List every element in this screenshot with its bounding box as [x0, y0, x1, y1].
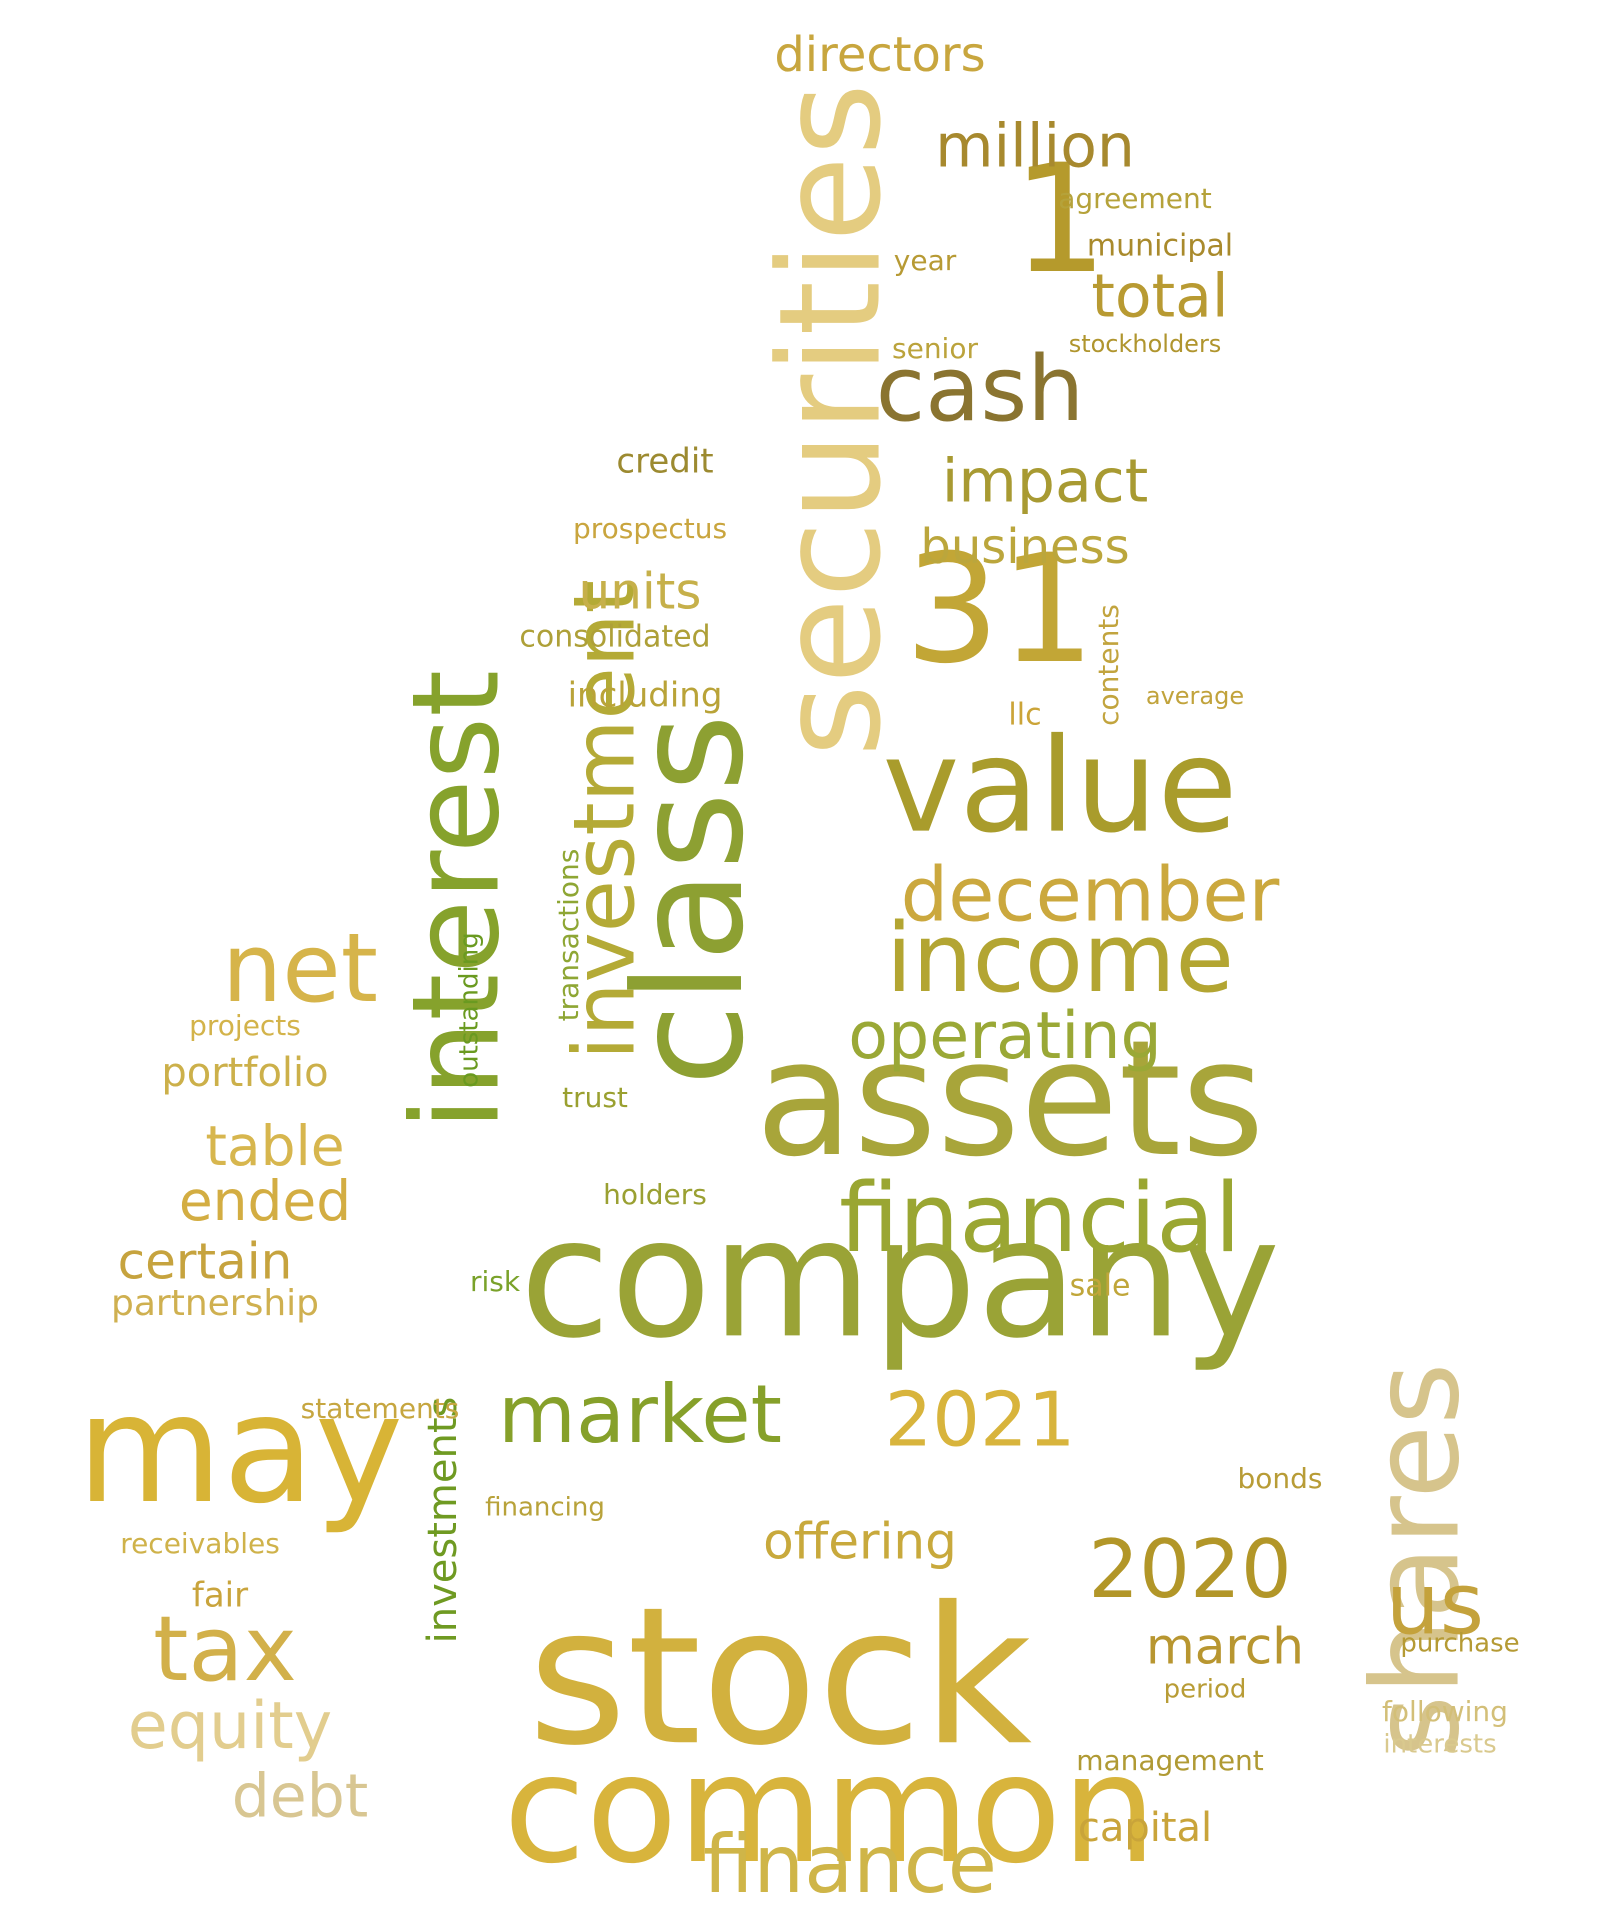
word-financing: financing [485, 1493, 605, 1523]
word-average: average [1146, 682, 1244, 710]
word-partnership: partnership [111, 1283, 319, 1324]
word-transactions: transactions [552, 849, 585, 1022]
word-senior: senior [892, 332, 978, 365]
word-contents: contents [1092, 604, 1125, 726]
word-2021: 2021 [885, 1376, 1076, 1464]
word-risk: risk [470, 1265, 521, 1298]
word-year: year [894, 244, 957, 277]
word-statements: statements [301, 1392, 460, 1425]
word-stock: stock [528, 1566, 1032, 1787]
word-interests: interests [1383, 1730, 1496, 1760]
word-projects: projects [189, 1009, 301, 1042]
word-shares: shares [1348, 1362, 1487, 1757]
word-impact: impact [942, 447, 1148, 517]
word-period: period [1164, 1675, 1247, 1705]
word-tax: tax [153, 1597, 297, 1702]
word-securities: securities [750, 83, 913, 757]
word-may: may [77, 1363, 404, 1537]
word-investments: investments [420, 1397, 466, 1644]
word-debt: debt [232, 1762, 369, 1832]
word-portfolio: portfolio [161, 1050, 328, 1096]
word-assets: assets [755, 1005, 1264, 1192]
word-municipal: municipal [1087, 229, 1233, 264]
word-management: management [1076, 1744, 1264, 1777]
word-2020: 2020 [1088, 1523, 1292, 1616]
word-31: 31 [905, 523, 1096, 697]
word-holders: holders [603, 1178, 707, 1211]
word-1: 1 [1012, 133, 1107, 307]
word-operating: operating [848, 999, 1162, 1074]
word-million: million [935, 112, 1135, 182]
word-investment: investment [555, 580, 654, 1060]
word-outstanding: outstanding [455, 932, 485, 1087]
word-financial: financial [839, 1164, 1241, 1274]
word-prospectus: prospectus [573, 512, 727, 545]
word-cash: cash [876, 337, 1085, 442]
word-consolidated: consolidated [519, 620, 710, 655]
word-value: value [882, 710, 1237, 862]
word-bonds: bonds [1237, 1462, 1322, 1495]
word-total: total [1091, 262, 1228, 332]
word-trust: trust [562, 1081, 628, 1114]
word-offering: offering [763, 1513, 957, 1571]
word-class: class [603, 714, 777, 1086]
word-directors: directors [774, 27, 985, 83]
word-income: income [886, 904, 1234, 1014]
word-common: common [503, 1723, 1156, 1897]
word-agreement: agreement [1058, 182, 1212, 215]
word-certain: certain [118, 1233, 293, 1291]
word-units: units [579, 563, 702, 621]
word-march: march [1146, 1618, 1304, 1676]
word-purchase: purchase [1400, 1629, 1519, 1659]
word-december: december [901, 851, 1280, 939]
word-sale: sale [1070, 1269, 1131, 1304]
word-credit: credit [616, 442, 713, 482]
word-net: net [222, 914, 378, 1024]
word-following: following [1382, 1695, 1508, 1728]
word-market: market [498, 1368, 782, 1461]
word-including: including [568, 676, 723, 716]
word-equity: equity [128, 1689, 332, 1764]
word-ended: ended [179, 1169, 351, 1233]
word-finance: finance [703, 1818, 997, 1911]
word-stockholders: stockholders [1069, 330, 1222, 358]
word-interest: interest [388, 670, 527, 1130]
word-us: us [1386, 1555, 1484, 1654]
word-company: company [520, 1182, 1280, 1374]
word-capital: capital [1078, 1805, 1212, 1851]
word-receivables: receivables [120, 1527, 280, 1560]
word-fair: fair [192, 1576, 248, 1616]
word-table: table [205, 1114, 344, 1178]
word-llc: llc [1008, 698, 1041, 733]
word-business: business [920, 519, 1129, 575]
